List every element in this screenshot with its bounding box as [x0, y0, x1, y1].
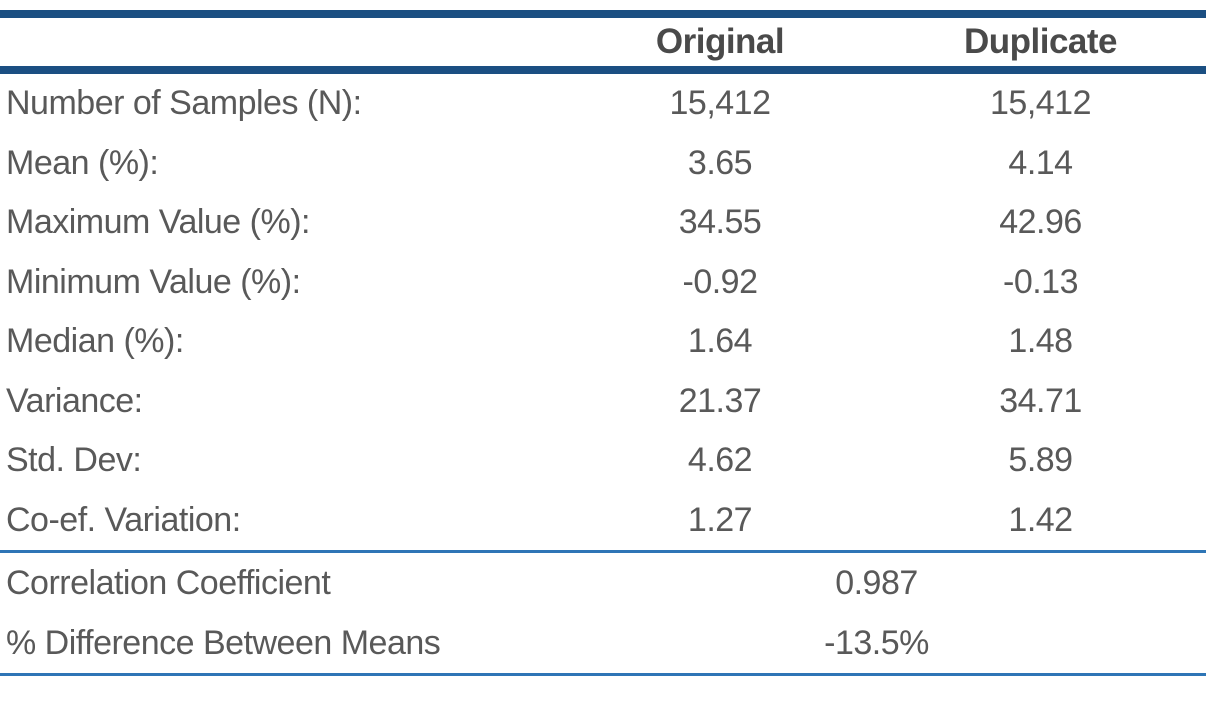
summary-label: % Difference Between Means — [6, 623, 441, 662]
header-duplicate: Duplicate — [963, 22, 1118, 61]
table-row-std-dev: Std. Dev: 4.62 5.89 — [0, 431, 1206, 491]
original-value: 1.27 — [687, 500, 753, 539]
original-value: 15,412 — [669, 84, 772, 123]
row-label: Std. Dev: — [6, 441, 142, 480]
row-label: Number of Samples (N): — [6, 84, 362, 123]
duplicate-value: 15,412 — [990, 84, 1092, 123]
table-row-number-of-samples: Number of Samples (N): 15,412 15,412 — [0, 74, 1206, 134]
table-row-median: Median (%): 1.64 1.48 — [0, 312, 1206, 372]
table-row-coef-variation: Co-ef. Variation: 1.27 1.42 — [0, 491, 1206, 551]
original-value: 4.62 — [687, 441, 753, 480]
top-rule — [0, 10, 1206, 18]
statistics-table: Original Duplicate Number of Samples (N)… — [0, 10, 1206, 676]
duplicate-value: 4.14 — [1008, 143, 1073, 182]
summary-top-rule — [0, 550, 1206, 553]
row-label: Maximum Value (%): — [6, 203, 311, 242]
header-row: Original Duplicate — [0, 18, 1206, 66]
original-value: 3.65 — [687, 143, 753, 182]
original-value: 21.37 — [678, 381, 762, 420]
summary-value: -13.5% — [824, 623, 929, 662]
duplicate-value: 42.96 — [999, 203, 1082, 242]
original-value: 1.64 — [687, 322, 753, 361]
bottom-rule — [0, 673, 1206, 676]
table-row-minimum: Minimum Value (%): -0.92 -0.13 — [0, 253, 1206, 313]
original-value: -0.92 — [682, 262, 759, 301]
duplicate-value: 5.89 — [1008, 441, 1073, 480]
row-label: Co-ef. Variation: — [6, 500, 241, 539]
duplicate-value: 1.42 — [1008, 500, 1073, 539]
table-row-variance: Variance: 21.37 34.71 — [0, 372, 1206, 432]
row-label: Median (%): — [6, 322, 184, 361]
summary-value: 0.987 — [835, 563, 918, 602]
row-label: Minimum Value (%): — [6, 262, 301, 301]
table-row-maximum: Maximum Value (%): 34.55 42.96 — [0, 193, 1206, 253]
row-label: Variance: — [6, 381, 143, 420]
header-bottom-rule — [0, 66, 1206, 74]
summary-row-pct-difference: % Difference Between Means -13.5% — [0, 613, 1206, 673]
summary-label: Correlation Coefficient — [6, 563, 331, 602]
duplicate-value: -0.13 — [1003, 262, 1079, 301]
summary-row-correlation: Correlation Coefficient 0.987 — [0, 553, 1206, 613]
original-value: 34.55 — [678, 203, 762, 242]
table-row-mean: Mean (%): 3.65 4.14 — [0, 134, 1206, 194]
header-original: Original — [655, 22, 785, 61]
duplicate-value: 1.48 — [1008, 322, 1073, 361]
duplicate-value: 34.71 — [999, 381, 1082, 420]
row-label: Mean (%): — [6, 143, 159, 182]
